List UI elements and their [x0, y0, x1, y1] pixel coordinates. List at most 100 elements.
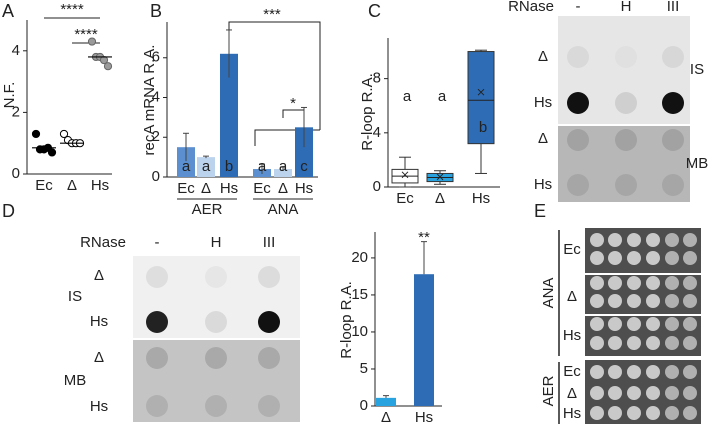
- colony: [590, 386, 604, 400]
- colony: [646, 294, 660, 308]
- plate-image: [585, 228, 701, 356]
- row-label: Hs: [534, 176, 552, 193]
- strain-label: Ec: [563, 363, 581, 380]
- panel-letter: B: [150, 1, 162, 21]
- y-axis-label: R-loop R.A.: [359, 73, 376, 151]
- bar: [295, 127, 313, 177]
- y-tick-label: 2: [152, 128, 160, 145]
- y-tick-label: 0: [12, 165, 20, 182]
- colony: [665, 251, 679, 265]
- colony: [590, 294, 604, 308]
- lane-label: III: [667, 0, 680, 15]
- lane-label: H: [211, 234, 222, 251]
- colony: [608, 233, 622, 247]
- y-tick-label: 5: [360, 360, 368, 377]
- group-letter: a: [202, 158, 211, 175]
- y-tick-label: 20: [351, 249, 368, 266]
- y-tick-label: 4: [12, 42, 20, 59]
- row-label: Δ: [538, 130, 548, 147]
- panel-letter: E: [534, 201, 546, 221]
- strain-label: Δ: [567, 288, 577, 305]
- row-label: Hs: [90, 398, 108, 415]
- colony: [627, 276, 641, 290]
- blot-dot: [662, 92, 684, 114]
- y-tick-label: 8: [373, 70, 381, 87]
- y-tick-label: 2: [12, 103, 20, 120]
- blot-dot: [258, 395, 280, 417]
- colony: [665, 406, 679, 420]
- bar: [376, 397, 396, 406]
- blot-dot: [567, 92, 589, 114]
- bar: [220, 53, 238, 177]
- row-label: Hs: [534, 94, 552, 111]
- mean: [477, 88, 485, 96]
- stain-label: MB: [686, 155, 708, 172]
- y-tick-label: 4: [373, 124, 381, 141]
- group-letter: b: [225, 158, 233, 175]
- dot: [47, 148, 57, 157]
- colony: [646, 365, 660, 379]
- y-axis-label: recA mRNA R.A.: [141, 45, 158, 156]
- group-letter: c: [300, 158, 308, 175]
- strain-label: Hs: [563, 405, 581, 422]
- stain-label: IS: [68, 288, 82, 305]
- x-tick-label: Ec: [253, 180, 271, 197]
- bar: [414, 274, 434, 406]
- colony: [683, 251, 697, 265]
- colony: [665, 317, 679, 331]
- panel-letter: A: [2, 1, 14, 21]
- blot-dot: [258, 347, 280, 369]
- row-label: Δ: [538, 48, 548, 65]
- colony: [627, 294, 641, 308]
- lane-label: -: [576, 0, 581, 15]
- colony: [590, 276, 604, 290]
- colony: [608, 294, 622, 308]
- blot-dot: [258, 266, 280, 288]
- colony: [608, 406, 622, 420]
- colony: [665, 386, 679, 400]
- significance: *: [290, 95, 296, 112]
- y-tick-label: 0: [152, 168, 160, 185]
- blot-dot: [146, 266, 168, 288]
- colony: [646, 336, 660, 350]
- colony: [683, 365, 697, 379]
- blot-dot: [205, 311, 227, 333]
- colony: [608, 276, 622, 290]
- colony: [608, 317, 622, 331]
- dot: [31, 129, 41, 139]
- colony: [627, 365, 641, 379]
- strain-label: Δ: [567, 385, 577, 402]
- lane-label: H: [621, 0, 632, 15]
- colony: [627, 251, 641, 265]
- colony: [627, 233, 641, 247]
- group-letter: a: [182, 158, 191, 175]
- blot-dot: [662, 129, 684, 151]
- x-tick-label: Ec: [177, 180, 195, 197]
- colony: [665, 294, 679, 308]
- blot-dot: [146, 347, 168, 369]
- blot-dot: [146, 311, 168, 333]
- colony: [665, 233, 679, 247]
- colony: [608, 251, 622, 265]
- colony: [646, 251, 660, 265]
- colony: [590, 317, 604, 331]
- group-letter: b: [479, 119, 487, 136]
- colony: [683, 233, 697, 247]
- mean: [401, 171, 409, 179]
- colony: [646, 317, 660, 331]
- colony: [590, 336, 604, 350]
- dot: [103, 62, 113, 71]
- colony: [683, 336, 697, 350]
- colony: [590, 233, 604, 247]
- dot: [59, 129, 69, 139]
- significance: ****: [60, 1, 84, 18]
- y-tick-label: 0: [373, 178, 381, 195]
- dot: [87, 37, 97, 46]
- y-tick-label: 6: [152, 49, 160, 66]
- colony: [683, 386, 697, 400]
- x-tick-label: Hs: [295, 180, 313, 197]
- blot-dot: [258, 311, 280, 333]
- y-tick-label: 0: [360, 397, 368, 414]
- row-label: Δ: [94, 349, 104, 366]
